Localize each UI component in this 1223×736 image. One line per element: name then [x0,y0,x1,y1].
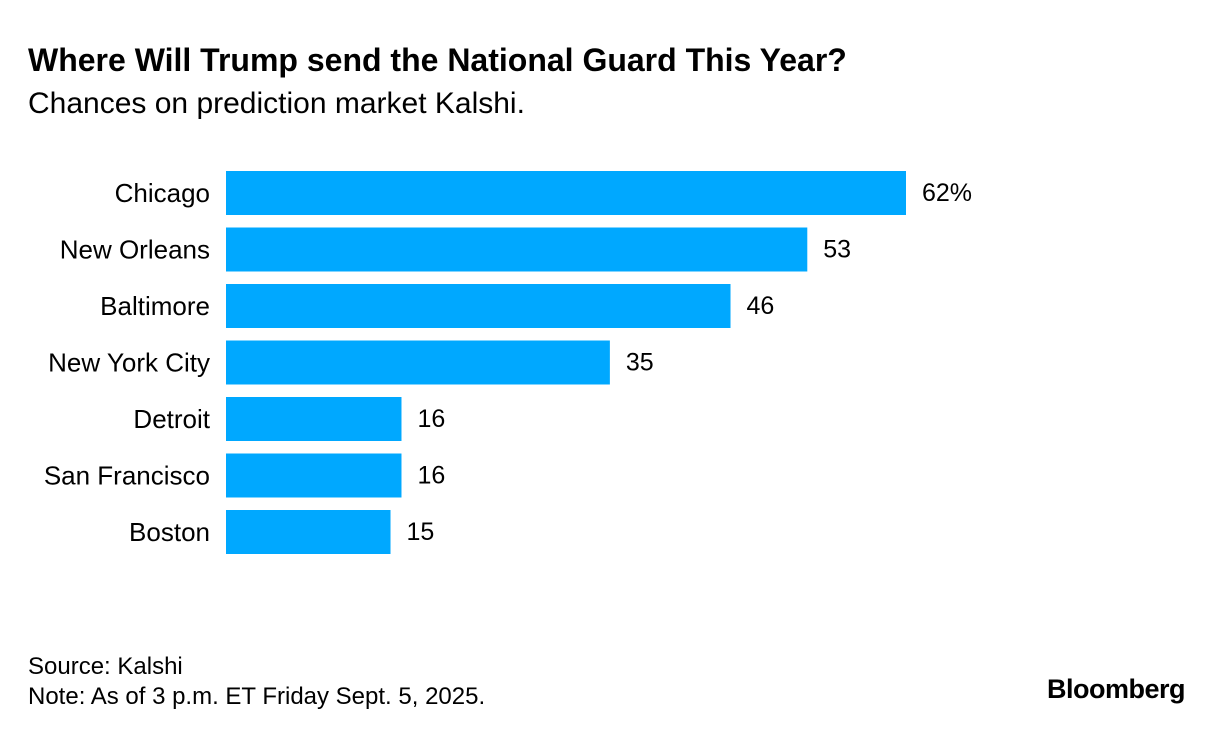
category-label-san-francisco: San Francisco [44,461,210,491]
value-label-boston: 15 [407,518,435,546]
bar-chart: Chicago 62% New Orleans 53 Baltimore 46 New Yo… [44,171,972,554]
category-label-boston: Boston [129,517,210,547]
chart-title: Where Will Trump send the National Guard… [28,42,847,78]
category-label-detroit: Detroit [133,404,210,434]
chart-subtitle: Chances on prediction market Kalshi. [28,87,525,120]
value-label-baltimore: 46 [747,292,775,320]
footnote: Note: As of 3 p.m. ET Friday Sept. 5, 20… [28,683,486,710]
bar-chicago [226,171,906,215]
category-label-chicago: Chicago [115,178,210,208]
value-label-san-francisco: 16 [417,462,445,490]
category-label-new-orleans: New Orleans [60,235,210,265]
bar-new-orleans [226,227,808,272]
bar-san-francisco [226,453,402,498]
bar-boston [226,510,391,554]
category-label-new-york-city: New York City [48,348,210,378]
source-note: Source: Kalshi [28,653,183,680]
value-label-detroit: 16 [417,405,445,433]
bar-detroit [226,397,402,441]
value-label-new-york-city: 35 [626,349,654,377]
value-label-chicago: 62% [922,179,972,207]
value-label-new-orleans: 53 [823,236,851,264]
bloomberg-logo: Bloomberg [1046,674,1186,704]
bar-new-york-city [226,340,610,385]
category-label-baltimore: Baltimore [100,291,210,321]
bar-baltimore [226,284,731,328]
